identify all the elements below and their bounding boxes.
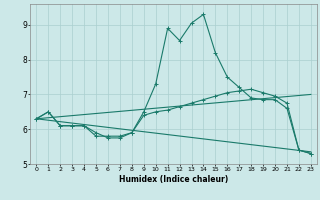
X-axis label: Humidex (Indice chaleur): Humidex (Indice chaleur) <box>119 175 228 184</box>
